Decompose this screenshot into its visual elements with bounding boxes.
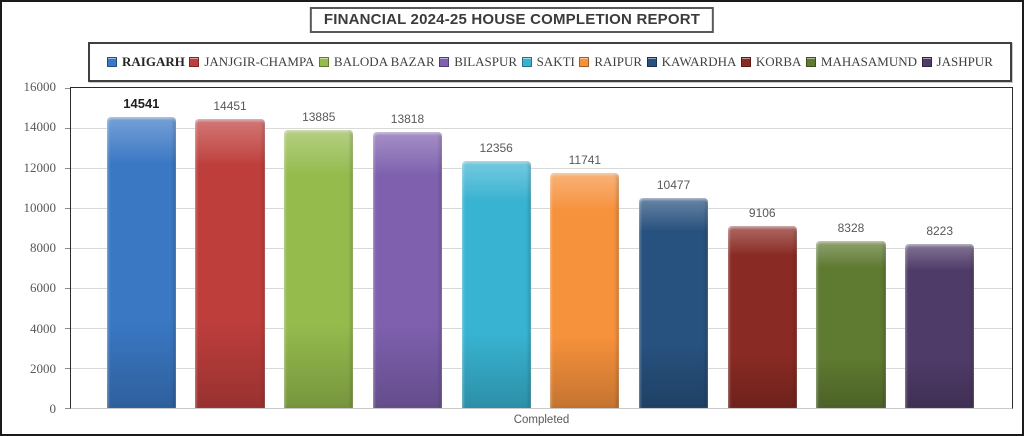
bar-slot-bilaspur: 13818: [363, 88, 452, 408]
y-axis-tick: [65, 408, 70, 409]
legend-label: KAWARDHA: [661, 54, 737, 69]
y-tick-label: 2000: [30, 360, 56, 376]
legend-swatch-icon: [318, 57, 329, 67]
y-axis-tick: [65, 328, 70, 329]
bar-slot-raipur: 11741: [541, 88, 630, 408]
gridline: [71, 368, 1012, 369]
bar-mahasamund: 8328: [816, 221, 886, 408]
bar-value-label: 12356: [479, 140, 513, 155]
legend-item-bilaspur: BILASPUR: [439, 54, 517, 70]
legend-label: SAKTI: [536, 54, 575, 69]
legend-swatch-icon: [189, 57, 200, 67]
bar-bilaspur: 13818: [372, 112, 443, 408]
bar-slot-sakti: 12356: [452, 88, 541, 408]
legend: RAIGARH JANJGIR-CHAMPA BALODA BAZAR BILASPU…: [88, 42, 1012, 82]
legend-item-baloda-bazar: BALODA BAZAR: [318, 54, 435, 70]
bar-janjgir-champa: 14451: [195, 99, 265, 408]
y-axis-tick: [65, 128, 70, 129]
bars-row: 14541 14451 13885 13818 12356 11741 10477 9106 8…: [97, 88, 984, 408]
legend-swatch-icon: [579, 57, 590, 67]
bar-slot-baloda-bazar: 13885: [274, 88, 363, 408]
bar-value-label: 8328: [837, 221, 865, 236]
legend-label: RAIPUR: [594, 54, 643, 69]
legend-item-raigarh: RAIGARH: [107, 54, 185, 70]
bar-value-label: 13818: [390, 111, 425, 126]
y-axis-tick: [65, 88, 70, 89]
y-tick-label: 8000: [30, 240, 56, 255]
legend-swatch-icon: [646, 57, 657, 67]
x-axis-title: Completed: [513, 414, 570, 426]
y-tick-label: 4000: [30, 320, 56, 336]
bar-korba: 9106: [727, 206, 797, 408]
legend-swatch-icon: [740, 57, 751, 67]
legend-item-raipur: RAIPUR: [579, 54, 642, 70]
bar-slot-kawardha: 10477: [629, 88, 718, 408]
y-tick-label: 12000: [23, 159, 57, 175]
legend-label: BILASPUR: [454, 54, 518, 69]
bar-value-label: 8223: [926, 223, 954, 238]
bar-baloda-bazar: 13885: [284, 110, 354, 408]
y-axis-tick: [65, 208, 70, 209]
plot-area: 14541 14451 13885 13818 12356 11741 10477 9106 8…: [65, 87, 1013, 409]
bar-value-label: 10477: [656, 178, 691, 193]
y-tick-label: 6000: [30, 280, 56, 296]
bar-sakti: 12356: [461, 141, 531, 408]
bar-value-label: 9106: [748, 205, 776, 220]
legend-item-mahasamund: MAHASAMUND: [805, 54, 917, 70]
legend-swatch-icon: [107, 57, 117, 67]
gridline: [71, 168, 1012, 169]
gridline: [71, 288, 1012, 289]
y-tick-label: 10000: [23, 199, 57, 215]
gridline: [71, 248, 1012, 249]
y-axis-tick: [65, 248, 70, 249]
gridline: [71, 128, 1012, 129]
bar-slot-janjgir-champa: 14451: [186, 88, 275, 408]
bar-slot-korba: 9106: [718, 88, 807, 408]
legend-item-jashpur: JASHPUR: [921, 54, 993, 70]
legend-item-korba: KORBA: [740, 54, 802, 70]
bar-raipur: 11741: [550, 153, 620, 408]
chart-title: FINANCIAL 2024-25 HOUSE COMPLETION REPOR…: [309, 7, 715, 33]
legend-item-kawardha: KAWARDHA: [646, 54, 737, 70]
bar-value-label: 11741: [568, 153, 602, 168]
legend-label: RAIGARH: [122, 54, 185, 69]
y-tick-label: 14000: [23, 119, 57, 135]
legend-label: BALODA BAZAR: [333, 54, 435, 69]
bar-value-label: 14451: [213, 98, 247, 113]
legend-item-janjgir-champa: JANJGIR-CHAMPA: [189, 54, 314, 70]
bar-slot-jashpur: 8223: [895, 88, 984, 408]
legend-label: MAHASAMUND: [820, 54, 917, 69]
y-axis-tick: [65, 168, 70, 169]
legend-item-sakti: SAKTI: [521, 54, 575, 70]
bar-slot-mahasamund: 8328: [807, 88, 896, 408]
y-tick-label: 16000: [23, 79, 57, 94]
legend-swatch-icon: [521, 57, 532, 67]
legend-label: JASHPUR: [936, 54, 993, 69]
y-tick-label: 0: [49, 401, 57, 416]
y-axis-tick: [65, 288, 70, 289]
y-axis-labels: 0 2000 4000 6000 8000 10000 12000 14000 16000: [2, 79, 64, 416]
bar-raigarh: 14541: [106, 96, 176, 408]
legend-swatch-icon: [439, 57, 450, 67]
bar-slot-raigarh: 14541: [97, 88, 186, 408]
y-axis-tick: [65, 368, 70, 369]
legend-label: JANJGIR-CHAMPA: [204, 54, 315, 69]
gridline: [71, 328, 1012, 329]
bar-jashpur: 8223: [905, 224, 975, 408]
legend-swatch-icon: [921, 57, 932, 67]
legend-swatch-icon: [805, 57, 816, 67]
gridline: [71, 208, 1012, 209]
legend-label: KORBA: [755, 54, 802, 69]
bar-value-label: 14541: [123, 96, 160, 112]
bar-kawardha: 10477: [638, 178, 709, 408]
bar-value-label: 13885: [302, 110, 336, 125]
